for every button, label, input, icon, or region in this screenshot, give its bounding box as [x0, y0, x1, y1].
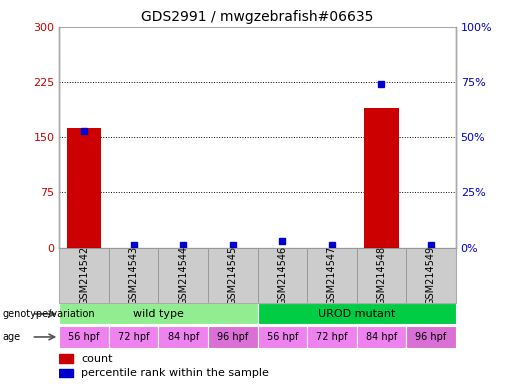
Text: genotype/variation: genotype/variation — [3, 309, 95, 319]
Text: 96 hpf: 96 hpf — [217, 332, 248, 342]
Text: age: age — [3, 332, 21, 342]
Text: 84 hpf: 84 hpf — [366, 332, 397, 342]
Text: 56 hpf: 56 hpf — [267, 332, 298, 342]
Text: GSM214548: GSM214548 — [376, 246, 386, 305]
Bar — [59, 303, 258, 324]
Text: GSM214547: GSM214547 — [327, 246, 337, 305]
Text: UROD mutant: UROD mutant — [318, 309, 396, 319]
Bar — [356, 326, 406, 348]
Text: GSM214544: GSM214544 — [178, 246, 188, 305]
Text: 72 hpf: 72 hpf — [118, 332, 149, 342]
Title: GDS2991 / mwgzebrafish#06635: GDS2991 / mwgzebrafish#06635 — [141, 10, 374, 24]
Text: wild type: wild type — [133, 309, 184, 319]
Bar — [208, 326, 258, 348]
Text: GSM214542: GSM214542 — [79, 246, 89, 305]
Bar — [59, 326, 109, 348]
Bar — [109, 248, 158, 303]
Text: GSM214543: GSM214543 — [129, 246, 139, 305]
Bar — [307, 248, 356, 303]
Text: GSM214545: GSM214545 — [228, 246, 238, 305]
Bar — [258, 303, 456, 324]
Text: 56 hpf: 56 hpf — [68, 332, 100, 342]
Bar — [258, 248, 307, 303]
Bar — [356, 248, 406, 303]
Bar — [406, 248, 456, 303]
Bar — [258, 326, 307, 348]
Bar — [208, 248, 258, 303]
Bar — [158, 248, 208, 303]
Bar — [307, 326, 356, 348]
Bar — [66, 128, 101, 248]
Text: GSM214546: GSM214546 — [277, 246, 287, 305]
Bar — [158, 326, 208, 348]
Bar — [59, 369, 73, 377]
Bar — [59, 354, 73, 363]
Bar — [406, 326, 456, 348]
Text: 84 hpf: 84 hpf — [167, 332, 199, 342]
Text: count: count — [81, 354, 113, 364]
Text: GSM214549: GSM214549 — [426, 246, 436, 305]
Text: 96 hpf: 96 hpf — [416, 332, 447, 342]
Bar — [59, 248, 109, 303]
Text: percentile rank within the sample: percentile rank within the sample — [81, 368, 269, 378]
Bar — [364, 108, 399, 248]
Bar — [109, 326, 158, 348]
Text: 72 hpf: 72 hpf — [316, 332, 348, 342]
